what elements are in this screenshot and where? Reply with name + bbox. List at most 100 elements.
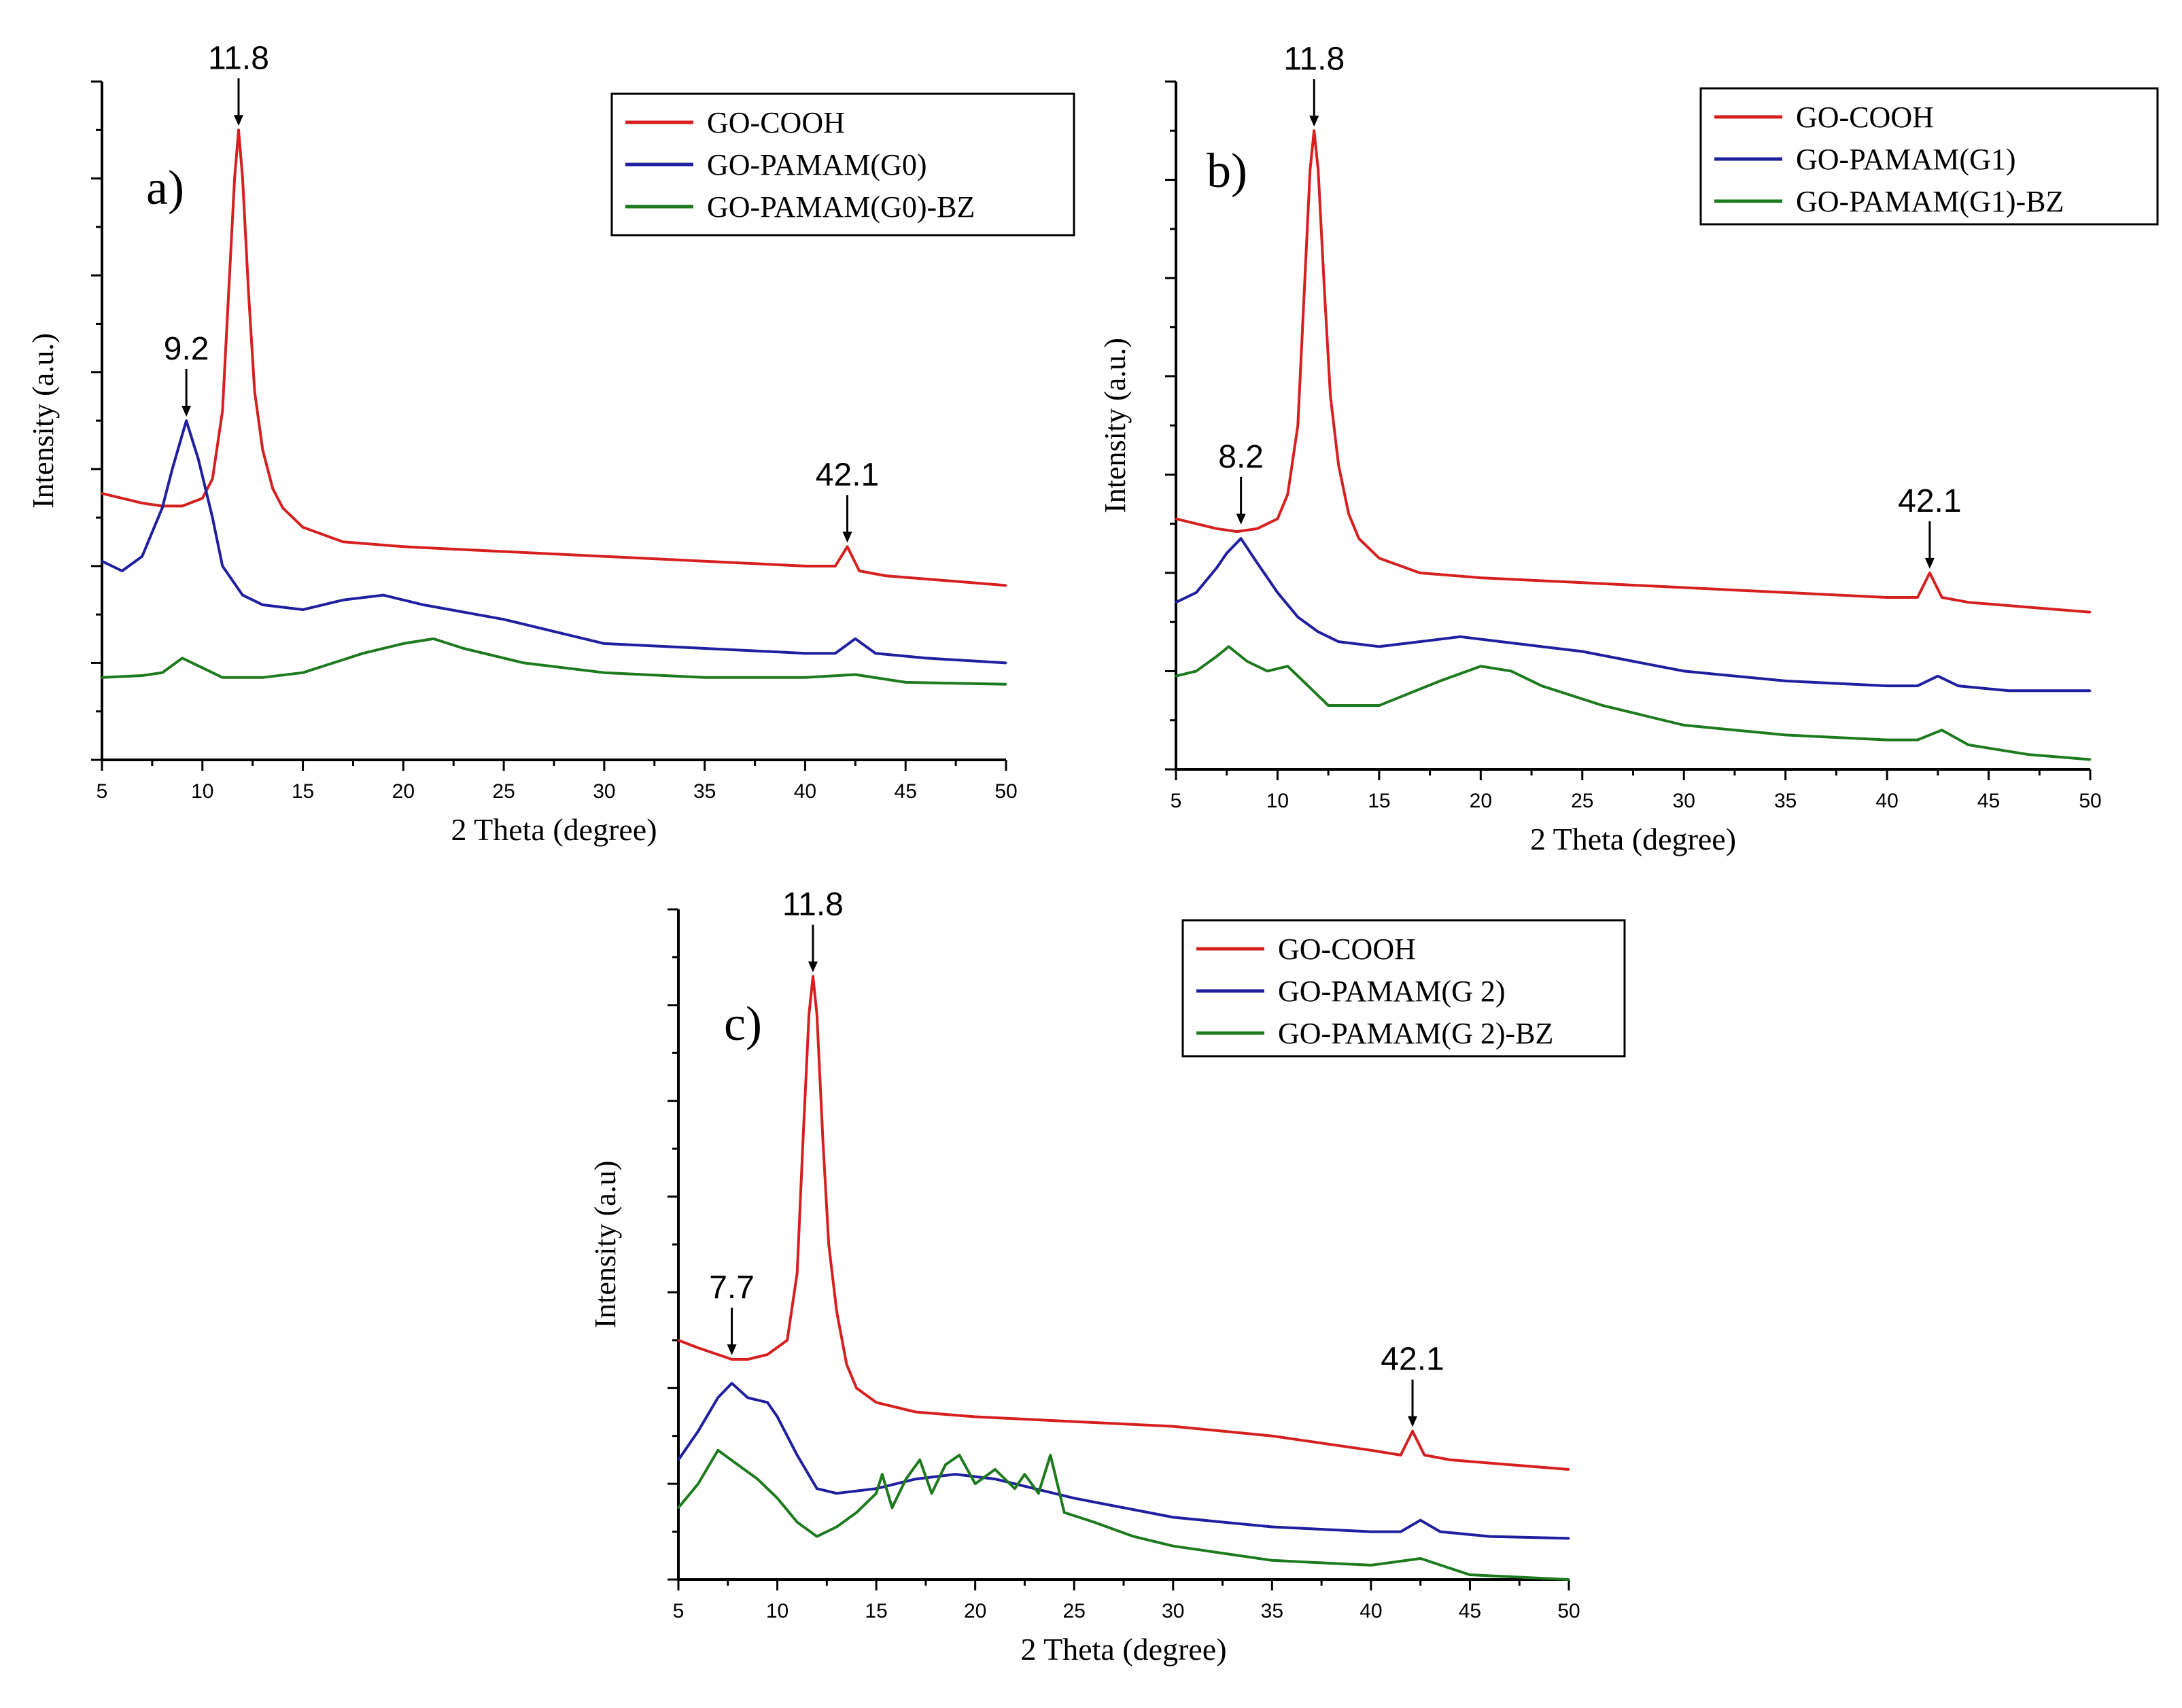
data-point	[1270, 1435, 1273, 1437]
data-point	[1423, 1454, 1425, 1457]
x-tick-label: 5	[673, 1600, 685, 1622]
data-point	[776, 1416, 779, 1418]
data-point	[1682, 669, 1685, 672]
data-point	[1378, 704, 1381, 707]
data-point	[211, 478, 214, 481]
data-point	[716, 1449, 719, 1452]
x-tick-label: 30	[1162, 1600, 1184, 1622]
data-point	[221, 676, 224, 679]
data-point	[1228, 645, 1230, 648]
data-point	[1276, 517, 1279, 520]
data-point	[1581, 650, 1584, 653]
legend-entry: GO-PAMAM(G0)-BZ	[707, 190, 975, 224]
data-point	[677, 1459, 680, 1461]
data-point	[1439, 680, 1442, 682]
data-point	[1784, 733, 1787, 736]
data-point	[816, 1487, 818, 1490]
data-point	[1175, 517, 1177, 520]
series-line-0	[678, 975, 1570, 1471]
annotation-arrow-head	[233, 115, 243, 126]
data-point	[1347, 512, 1350, 515]
data-point	[221, 565, 224, 568]
legend-entry: GO-PAMAM(G 2)	[1278, 975, 1506, 1008]
peak-annotation: 7.7	[709, 1270, 755, 1306]
data-point	[2089, 759, 2092, 761]
x-tick-label: 45	[1977, 790, 2000, 812]
data-point	[890, 1506, 893, 1509]
data-point	[271, 487, 274, 490]
legend-entry: GO-COOH	[1796, 101, 1934, 134]
data-point	[731, 1358, 733, 1361]
data-point	[1508, 1463, 1511, 1466]
x-tick-label: 25	[1063, 1600, 1086, 1622]
data-point	[261, 449, 264, 451]
data-point	[502, 618, 505, 621]
legend-entry: GO-COOH	[1278, 933, 1416, 966]
data-point	[1226, 552, 1228, 555]
data-point	[1439, 1531, 1442, 1533]
data-point	[1023, 1473, 1026, 1476]
data-point	[1941, 729, 1943, 731]
data-point	[1323, 287, 1326, 290]
data-point	[854, 638, 856, 640]
data-point	[462, 647, 465, 650]
data-point	[835, 1310, 838, 1313]
peak-annotation: 11.8	[782, 887, 844, 923]
data-point	[1317, 631, 1319, 633]
peak-annotation: 42.1	[1381, 1342, 1444, 1378]
data-point	[1357, 537, 1360, 540]
data-point	[881, 1473, 884, 1476]
x-tick-label: 35	[1774, 790, 1797, 812]
data-point	[161, 506, 164, 509]
data-point	[302, 526, 305, 529]
data-point	[1172, 1425, 1175, 1428]
y-axis-label: Intensity (a.u.)	[1098, 338, 1132, 513]
data-point	[834, 565, 837, 568]
data-point	[944, 1463, 947, 1466]
data-point	[233, 177, 236, 180]
data-point	[1329, 395, 1332, 398]
data-point	[247, 294, 250, 296]
data-point	[834, 652, 837, 655]
data-point	[1479, 576, 1482, 579]
data-point	[803, 676, 806, 679]
data-point	[697, 1482, 699, 1485]
legend-entry: GO-COOH	[707, 106, 845, 139]
data-point	[1489, 1535, 1491, 1538]
data-point	[803, 652, 806, 655]
data-point	[803, 565, 806, 568]
data-point	[281, 506, 284, 509]
data-point	[141, 555, 143, 558]
data-point	[786, 1339, 789, 1342]
x-tick-label: 15	[1368, 790, 1390, 812]
legend-entry: GO-PAMAM(G0)	[707, 148, 927, 181]
x-tick-label: 5	[97, 780, 108, 803]
data-point	[2089, 611, 2092, 614]
data-point	[766, 1353, 769, 1356]
data-point	[1682, 587, 1685, 589]
peak-annotation: 11.8	[208, 40, 269, 76]
data-point	[1967, 744, 1970, 746]
data-point	[603, 672, 606, 674]
data-point	[1313, 129, 1315, 132]
data-point	[704, 560, 706, 563]
data-point	[185, 419, 188, 422]
data-point	[716, 1353, 719, 1356]
data-point	[302, 672, 305, 674]
data-point	[101, 492, 103, 495]
x-tick-label: 50	[2079, 790, 2101, 812]
data-point	[2028, 606, 2030, 608]
data-point	[1378, 645, 1381, 648]
x-tick-label: 25	[1571, 790, 1593, 812]
data-point	[845, 1363, 848, 1365]
data-point	[812, 975, 814, 978]
data-point	[816, 1013, 818, 1016]
x-tick-label: 50	[1557, 1600, 1580, 1622]
series-line-0	[101, 128, 1007, 587]
peak-annotation: 8.2	[1218, 439, 1264, 475]
data-point	[101, 560, 103, 563]
data-point	[835, 1492, 838, 1495]
data-point	[1449, 1459, 1451, 1461]
data-point	[808, 1013, 810, 1016]
data-point	[854, 674, 856, 676]
